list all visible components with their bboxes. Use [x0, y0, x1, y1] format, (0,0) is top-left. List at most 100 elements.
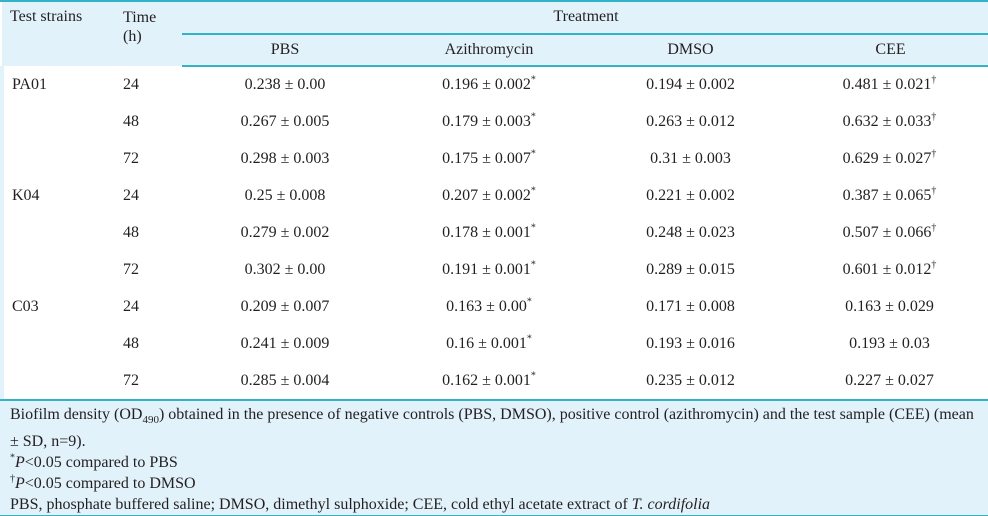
table-row: 48 0.279 ± 0.002 0.178 ± 0.001* 0.248 ± …: [0, 214, 988, 251]
column-header-pbs: PBS: [182, 34, 388, 67]
table-row: 48 0.267 ± 0.005 0.179 ± 0.003* 0.263 ± …: [0, 103, 988, 140]
table-row: C03 24 0.209 ± 0.007 0.163 ± 0.00* 0.171…: [0, 288, 988, 325]
strain-cell: [0, 214, 117, 251]
pbs-value-cell: 0.298 ± 0.003: [182, 140, 388, 177]
abbreviations-text: PBS, phosphate buffered saline; DMSO, di…: [10, 496, 711, 514]
cee-value-cell: 0.163 ± 0.029: [791, 288, 988, 325]
dmso-value-cell: 0.193 ± 0.016: [590, 325, 791, 362]
strain-cell: K04: [0, 177, 117, 214]
significance-mark: *: [530, 259, 536, 271]
cee-value-cell: 0.387 ± 0.065†: [791, 177, 988, 214]
azithromycin-value-cell: 0.175 ± 0.007*: [388, 140, 590, 177]
cee-value-cell: 0.507 ± 0.066†: [791, 214, 988, 251]
strain-cell: C03: [0, 288, 117, 325]
time-cell: 24: [117, 177, 182, 214]
significance-mark: *: [530, 222, 536, 234]
time-cell: 48: [117, 214, 182, 251]
significance-mark: †: [931, 148, 937, 160]
time-cell: 72: [117, 140, 182, 177]
significance-mark: †: [931, 111, 937, 123]
significance-mark: †: [931, 259, 937, 271]
significance-mark: *: [530, 74, 536, 86]
dmso-value-cell: 0.248 ± 0.023: [590, 214, 791, 251]
species-name: T. cordifolia: [631, 496, 711, 514]
dmso-value-cell: 0.31 ± 0.003: [590, 140, 791, 177]
pbs-value-cell: 0.25 ± 0.008: [182, 177, 388, 214]
time-cell: 24: [117, 66, 182, 103]
azithromycin-value-cell: 0.196 ± 0.002*: [388, 66, 590, 103]
column-header-dmso: DMSO: [590, 34, 791, 67]
table-row: 48 0.241 ± 0.009 0.16 ± 0.001* 0.193 ± 0…: [0, 325, 988, 362]
table-body: PA01 24 0.238 ± 0.00 0.196 ± 0.002* 0.19…: [0, 66, 988, 399]
column-header-azithromycin: Azithromycin: [388, 34, 590, 67]
cee-value-cell: 0.193 ± 0.03: [791, 325, 988, 362]
header-row-treatments: PBS Azithromycin DMSO CEE: [2, 34, 988, 67]
azithromycin-value-cell: 0.191 ± 0.001*: [388, 251, 590, 288]
dmso-value-cell: 0.194 ± 0.002: [590, 66, 791, 103]
table-row: 72 0.285 ± 0.004 0.162 ± 0.001* 0.235 ± …: [0, 362, 988, 399]
dmso-value-cell: 0.289 ± 0.015: [590, 251, 791, 288]
strain-cell: [0, 140, 117, 177]
time-cell: 72: [117, 251, 182, 288]
significance-mark: *: [530, 370, 536, 382]
significance-mark: *: [526, 333, 532, 345]
time-label-line2: (h): [123, 28, 142, 45]
significance-mark: *: [526, 296, 532, 308]
pbs-value-cell: 0.241 ± 0.009: [182, 325, 388, 362]
dagger-mark: †: [10, 473, 15, 485]
time-cell: 72: [117, 362, 182, 399]
column-header-cee: CEE: [791, 34, 988, 67]
strain-cell: [0, 325, 117, 362]
pbs-value-cell: 0.238 ± 0.00: [182, 66, 388, 103]
dmso-value-cell: 0.221 ± 0.002: [590, 177, 791, 214]
pbs-value-cell: 0.267 ± 0.005: [182, 103, 388, 140]
pbs-value-cell: 0.209 ± 0.007: [182, 288, 388, 325]
significance-mark: †: [931, 222, 937, 234]
time-cell: 48: [117, 103, 182, 140]
cee-value-cell: 0.629 ± 0.027†: [791, 140, 988, 177]
table-footnotes: Biofilm density (OD490) obtained in the …: [0, 399, 988, 516]
od-subscript: 490: [142, 414, 159, 427]
cee-value-cell: 0.227 ± 0.027: [791, 362, 988, 399]
pbs-value-cell: 0.285 ± 0.004: [182, 362, 388, 399]
strain-cell: [0, 362, 117, 399]
strain-cell: [0, 103, 117, 140]
column-group-header-treatment: Treatment: [182, 2, 988, 35]
azithromycin-value-cell: 0.178 ± 0.001*: [388, 214, 590, 251]
table-row: K04 24 0.25 ± 0.008 0.207 ± 0.002* 0.221…: [0, 177, 988, 214]
column-header-time: Time (h): [117, 2, 182, 66]
time-cell: 24: [117, 288, 182, 325]
pbs-value-cell: 0.279 ± 0.002: [182, 214, 388, 251]
azithromycin-value-cell: 0.163 ± 0.00*: [388, 288, 590, 325]
dmso-value-cell: 0.171 ± 0.008: [590, 288, 791, 325]
cee-value-cell: 0.481 ± 0.021†: [791, 66, 988, 103]
table-row: 72 0.298 ± 0.003 0.175 ± 0.007* 0.31 ± 0…: [0, 140, 988, 177]
caption-text: Biofilm density (OD490) obtained in the …: [10, 406, 974, 451]
footnote-pbs-significance: *P<0.05 compared to PBS: [10, 452, 178, 472]
cee-value-cell: 0.632 ± 0.033†: [791, 103, 988, 140]
significance-mark: *: [530, 148, 536, 160]
table-row: PA01 24 0.238 ± 0.00 0.196 ± 0.002* 0.19…: [0, 66, 988, 103]
strain-cell: PA01: [0, 66, 117, 103]
azithromycin-value-cell: 0.179 ± 0.003*: [388, 103, 590, 140]
asterisk-mark: *: [10, 452, 15, 464]
azithromycin-value-cell: 0.16 ± 0.001*: [388, 325, 590, 362]
significance-mark: *: [530, 111, 536, 123]
header-row-groups: Test strains Time (h) Treatment: [2, 2, 988, 66]
footnote-dmso-significance: †P<0.05 compared to DMSO: [10, 473, 196, 493]
time-cell: 48: [117, 325, 182, 362]
pbs-value-cell: 0.302 ± 0.00: [182, 251, 388, 288]
table-header: Test strains Time (h) Treatment PBS Azit…: [2, 2, 988, 67]
data-table: Test strains Time (h) Treatment PBS Azit…: [0, 2, 988, 399]
azithromycin-value-cell: 0.162 ± 0.001*: [388, 362, 590, 399]
column-header-test-strains: Test strains: [2, 2, 117, 66]
p-symbol: P: [15, 475, 25, 493]
p-symbol: P: [15, 454, 25, 472]
significance-mark: †: [931, 185, 937, 197]
time-label-line1: Time: [123, 9, 157, 26]
significance-mark: *: [530, 185, 536, 197]
strain-cell: [0, 251, 117, 288]
table-row: 72 0.302 ± 0.00 0.191 ± 0.001* 0.289 ± 0…: [0, 251, 988, 288]
dmso-value-cell: 0.235 ± 0.012: [590, 362, 791, 399]
